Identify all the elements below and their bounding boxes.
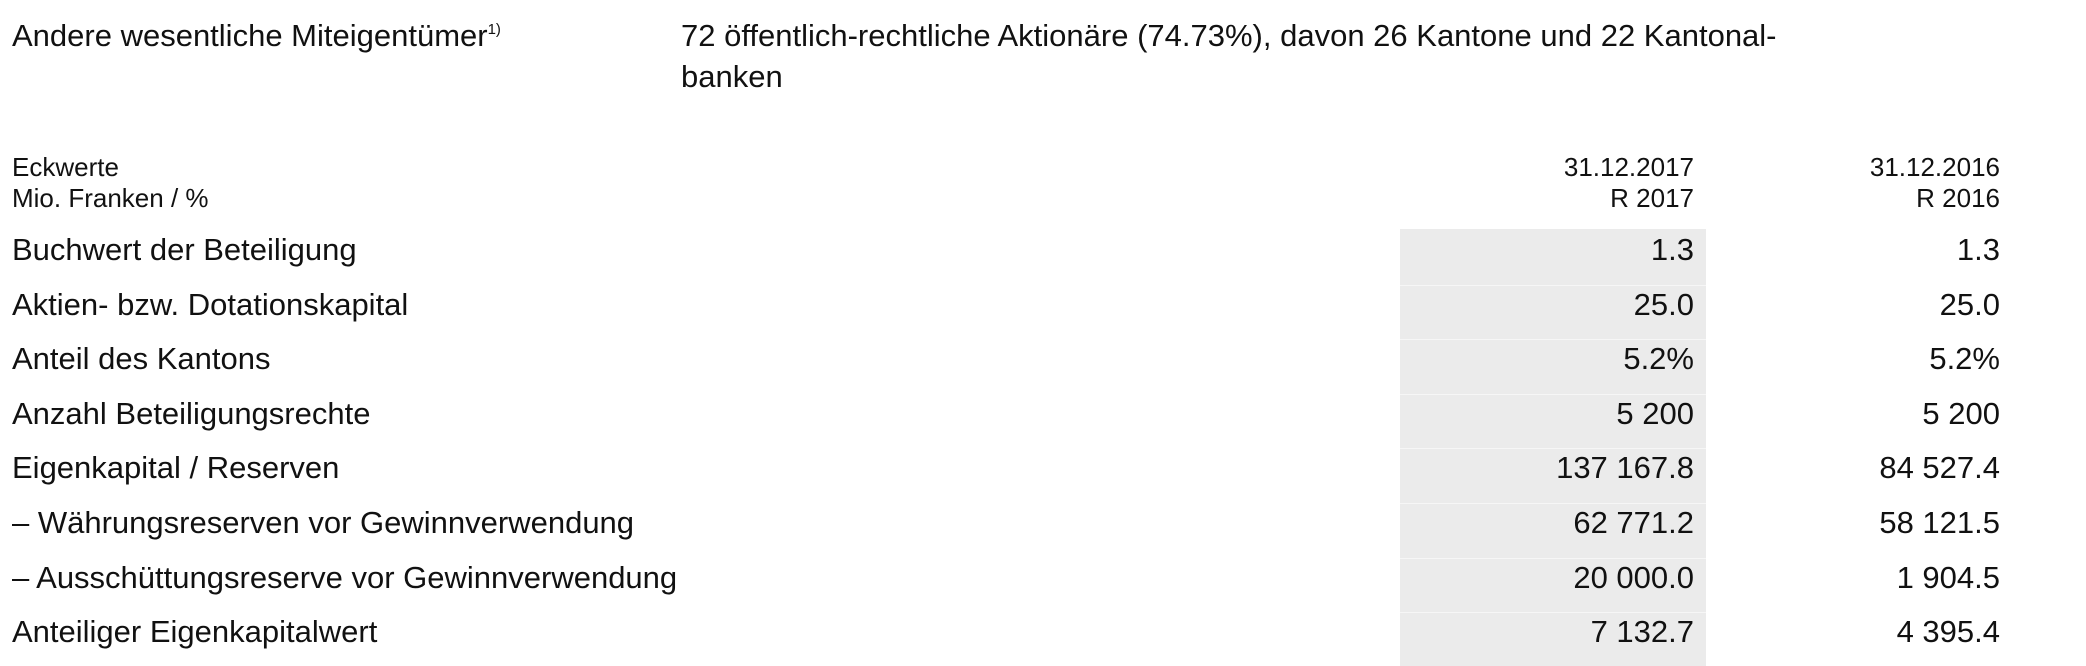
- row-label: Buchwert der Beteiligung: [12, 232, 357, 267]
- row-separator: [1400, 557, 1706, 559]
- table-header-2016: 31.12.2016 R 2016: [1870, 152, 2000, 214]
- row-value-2016: 1 904.5: [1896, 559, 2000, 595]
- row-separator: [1400, 284, 1706, 286]
- header-r-2016: R 2016: [1916, 183, 2000, 213]
- row-separator: [1400, 393, 1706, 395]
- header-eckwerte: Eckwerte: [12, 152, 119, 182]
- row-value-2016: 4 395.4: [1896, 614, 2000, 650]
- row-separator: [1400, 339, 1706, 341]
- footnote-marker: 1): [487, 21, 501, 38]
- row-value-2017: 5.2%: [1623, 341, 1694, 377]
- row-value-2017: 7 132.7: [1590, 614, 1694, 650]
- highlighted-column-2017: [1400, 229, 1706, 666]
- row-separator: [1400, 503, 1706, 504]
- owners-label: Andere wesentliche Miteigentümer1): [12, 18, 501, 54]
- row-label: Anteil des Kantons: [12, 341, 271, 377]
- row-value-2016: 84 527.4: [1879, 450, 2000, 486]
- row-value-2016: 1.3: [1956, 232, 2000, 267]
- owners-value-line1: 72 öffentlich-rechtliche Aktionäre (74.7…: [681, 18, 1777, 53]
- row-separator: [1400, 448, 1706, 450]
- row-value-2017: 5 200: [1616, 395, 1694, 431]
- header-r-2017: R 2017: [1610, 183, 1694, 213]
- row-value-2017: 137 167.8: [1556, 450, 1694, 486]
- row-label: Aktien- bzw. Dotationskapital: [12, 286, 409, 322]
- row-value-2016: 58 121.5: [1879, 505, 2000, 540]
- row-value-2017: 25.0: [1633, 286, 1694, 322]
- row-label: Anzahl Beteiligungsrechte: [12, 395, 371, 431]
- row-label: – Ausschüttungsreserve vor Gewinnverwend…: [12, 559, 678, 595]
- table-header-label: Eckwerte Mio. Franken / %: [12, 152, 209, 214]
- row-value-2016: 5 200: [1922, 395, 2000, 431]
- row-value-2017: 1.3: [1650, 232, 1694, 267]
- row-label: Anteiliger Eigenkapitalwert: [12, 614, 378, 650]
- owners-label-text: Andere wesentliche Miteigentümer: [12, 18, 488, 53]
- owners-value-line2: banken: [681, 59, 783, 94]
- header-date-2017: 31.12.2017: [1563, 152, 1694, 182]
- row-value-2016: 25.0: [1939, 286, 2000, 322]
- row-label: – Währungsreserven vor Gewinnverwendung: [12, 505, 635, 540]
- row-label: Eigenkapital / Reserven: [12, 450, 340, 486]
- row-value-2017: 20 000.0: [1573, 559, 1694, 595]
- row-value-2016: 5.2%: [1929, 341, 2000, 377]
- header-date-2016: 31.12.2016: [1869, 152, 2000, 182]
- table-header-2017: 31.12.2017 R 2017: [1564, 152, 1694, 214]
- row-separator: [1400, 612, 1706, 614]
- row-value-2017: 62 771.2: [1573, 505, 1694, 540]
- header-unit: Mio. Franken / %: [12, 183, 209, 213]
